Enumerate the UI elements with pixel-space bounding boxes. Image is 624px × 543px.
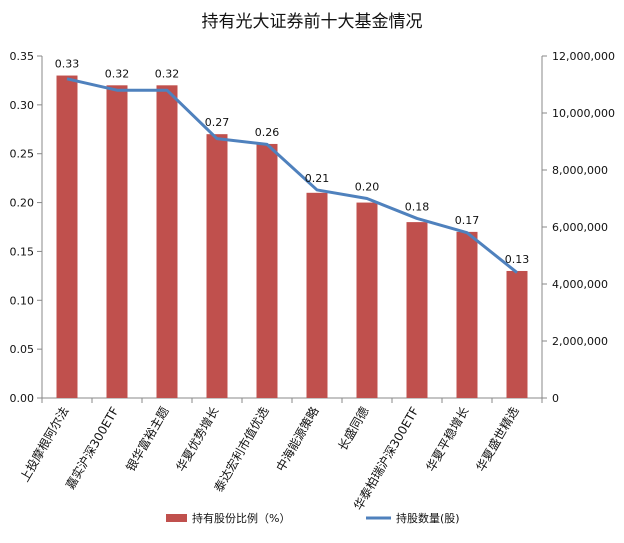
category-label: 华夏优势增长	[173, 405, 221, 474]
bar-data-label: 0.27	[205, 116, 230, 129]
y-left-tick-label: 0.35	[10, 50, 35, 63]
y-right-tick-label: 10,000,000	[552, 107, 615, 120]
axes: 0.00 0.05 0.10 0.15 0.20 0.25 0.30 0.35 0 2,000,0…	[10, 50, 615, 405]
bar	[506, 270, 528, 398]
bar-data-label: 0.33	[55, 58, 80, 71]
y-left-tick-label: 0.10	[10, 294, 35, 307]
bar-data-label: 0.17	[455, 214, 480, 227]
bar-data-label: 0.32	[155, 67, 180, 80]
legend-swatch-bar	[166, 514, 187, 522]
bar-data-label: 0.32	[105, 67, 130, 80]
line-path	[66, 77, 518, 274]
bar-data-label: 0.20	[355, 181, 380, 194]
y-right-tick-label: 2,000,000	[552, 335, 608, 348]
category-label: 上投摩根阿尔法	[17, 404, 72, 484]
bar	[406, 222, 428, 398]
category-label: 银华富裕主题	[123, 404, 172, 474]
bar	[156, 85, 178, 399]
y-right-tick-label: 8,000,000	[552, 164, 608, 177]
y-right-tick-label: 12,000,000	[552, 50, 615, 63]
category-label: 泰达宏利市值优选	[211, 404, 272, 495]
y-left-tick-label: 0.30	[10, 99, 35, 112]
bar-data-label: 0.13	[505, 253, 530, 266]
y-right-tick-label: 6,000,000	[552, 221, 608, 234]
legend: 持有股份比例（%） 持股数量(股)	[166, 511, 460, 525]
category-label: 中海能源策略	[273, 404, 322, 474]
bar	[256, 143, 278, 398]
category-label: 华夏平稳增长	[423, 404, 472, 474]
bar	[306, 192, 328, 398]
bar-data-label: 0.18	[405, 200, 430, 213]
legend-label-line: 持股数量(股)	[396, 511, 460, 525]
y-left-tick-label: 0.20	[10, 197, 35, 210]
y-left-tick-label: 0.15	[10, 245, 35, 258]
bar-data-label: 0.21	[305, 172, 330, 185]
y-left-tick-label: 0.00	[10, 392, 35, 405]
legend-label-bar: 持有股份比例（%）	[192, 511, 290, 525]
y-left-tick-label: 0.05	[10, 343, 35, 356]
y-right-tick-label: 0	[552, 392, 559, 405]
bar	[356, 202, 378, 398]
line-series: 0.33 0.32 0.32 0.27 0.26 0.21 0.20 0.18 0.17 0.13	[55, 58, 530, 274]
y-left-tick-label: 0.25	[10, 148, 35, 161]
y-right-tick-label: 4,000,000	[552, 278, 608, 291]
bar	[56, 75, 78, 399]
bar	[106, 85, 128, 399]
category-label: 嘉实沪深300ETF	[62, 404, 121, 492]
bar	[206, 134, 228, 398]
chart-title: 持有光大证券前十大基金情况	[202, 12, 423, 32]
bar	[456, 231, 478, 398]
category-label: 长盛同德	[335, 404, 372, 453]
category-label: 华夏盛世精选	[473, 404, 522, 474]
bar-data-label: 0.26	[255, 126, 280, 139]
